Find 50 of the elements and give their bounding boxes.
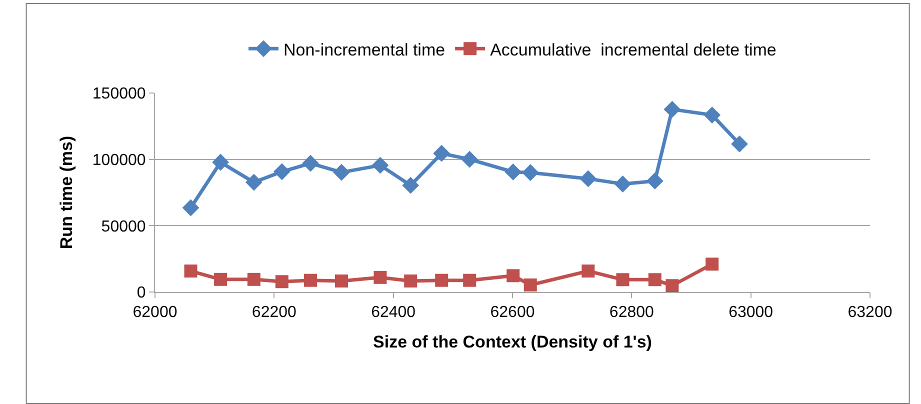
point: [664, 100, 681, 118]
x-tick-label: 63000: [728, 304, 774, 322]
point: [522, 164, 539, 182]
point: [374, 270, 387, 284]
x-tick-label: 62000: [132, 304, 178, 322]
point: [214, 272, 228, 286]
point: [333, 164, 350, 181]
point: [184, 264, 198, 278]
point: [582, 264, 595, 278]
y-tick-label: 150000: [92, 86, 146, 103]
point: [616, 273, 630, 286]
point: [372, 156, 389, 174]
point: [245, 174, 262, 191]
point: [648, 273, 662, 286]
x-axis-title: Size of the Context (Density of 1's): [373, 332, 652, 352]
point: [461, 150, 478, 168]
x-tick-label: 62800: [609, 304, 654, 322]
point: [335, 274, 348, 288]
point: [433, 144, 450, 162]
point: [404, 274, 418, 288]
x-tick-label: 63200: [848, 304, 892, 322]
y-tick-label: 50000: [101, 218, 146, 236]
point: [304, 274, 318, 287]
point: [706, 258, 719, 271]
point: [275, 275, 288, 288]
point: [402, 176, 420, 194]
point: [731, 135, 748, 152]
point: [247, 272, 260, 286]
y-axis-title: Run time (ms): [56, 136, 76, 250]
point: [666, 279, 679, 292]
point: [614, 176, 632, 192]
point: [463, 274, 476, 287]
point: [580, 170, 597, 188]
point: [435, 274, 448, 287]
x-tick-label: 62600: [490, 304, 535, 322]
x-tick-label: 62400: [371, 304, 416, 322]
point: [504, 163, 522, 180]
y-tick-label: 0: [136, 284, 146, 302]
point: [273, 163, 290, 180]
legend-label: Non-incremental time: [284, 40, 446, 60]
point: [506, 269, 520, 282]
point: [212, 154, 229, 171]
point: [302, 154, 319, 172]
point: [704, 106, 721, 124]
x-tick-label: 62200: [252, 304, 297, 322]
legend-label: Accumulative incremental delete time: [490, 40, 776, 60]
point: [182, 199, 200, 216]
point: [524, 278, 537, 292]
y-tick-label: 100000: [92, 152, 146, 169]
point: [646, 172, 664, 190]
